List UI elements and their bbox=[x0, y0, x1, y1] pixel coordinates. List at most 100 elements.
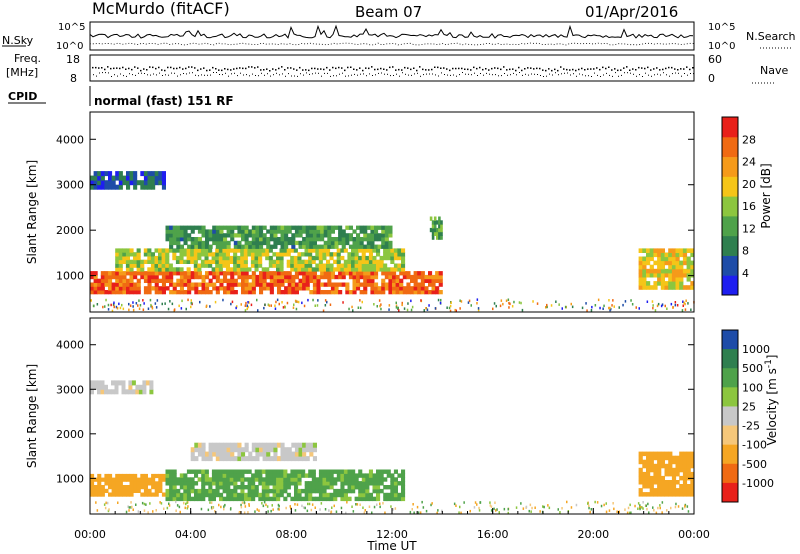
data-cell bbox=[302, 456, 307, 462]
data-cell bbox=[365, 473, 370, 478]
data-cell bbox=[154, 271, 159, 276]
data-cell bbox=[273, 274, 278, 280]
scatter-cell bbox=[316, 304, 319, 307]
scatter-cell bbox=[210, 501, 213, 504]
data-cell bbox=[679, 459, 684, 465]
data-cell bbox=[126, 271, 131, 276]
freq-point bbox=[251, 66, 253, 68]
data-cell bbox=[200, 259, 205, 264]
scatter-cell bbox=[603, 503, 605, 507]
data-cell bbox=[169, 469, 174, 474]
scatter-cell bbox=[395, 304, 398, 308]
data-cell bbox=[233, 492, 238, 498]
scatter-cell bbox=[207, 508, 210, 512]
scatter-cell bbox=[477, 307, 480, 310]
data-cell bbox=[143, 274, 148, 280]
scatter-cell bbox=[132, 301, 134, 304]
data-cell bbox=[233, 481, 238, 486]
scatter-cell bbox=[113, 301, 115, 304]
freq-point bbox=[359, 67, 361, 69]
data-cell bbox=[690, 285, 695, 290]
data-cell bbox=[386, 248, 391, 253]
data-cell bbox=[265, 248, 270, 253]
data-cell bbox=[361, 488, 366, 494]
data-cell bbox=[363, 229, 368, 234]
data-cell bbox=[251, 282, 256, 287]
scatter-cell bbox=[529, 503, 532, 507]
data-cell bbox=[679, 252, 684, 258]
data-cell bbox=[384, 225, 389, 230]
data-cell bbox=[104, 477, 109, 482]
data-cell bbox=[365, 477, 370, 482]
data-cell bbox=[334, 240, 339, 246]
data-cell bbox=[660, 252, 665, 258]
data-cell bbox=[374, 274, 379, 280]
freq-point bbox=[95, 66, 97, 69]
data-cell bbox=[266, 271, 271, 276]
data-cell bbox=[269, 229, 274, 234]
data-cell bbox=[686, 455, 691, 461]
data-cell bbox=[212, 229, 217, 234]
data-cell bbox=[269, 481, 274, 486]
freq-panel-frame bbox=[89, 54, 695, 82]
freq-point bbox=[455, 67, 457, 70]
data-cell bbox=[638, 492, 643, 497]
scatter-cell bbox=[434, 307, 437, 310]
data-cell bbox=[90, 290, 95, 295]
data-cell bbox=[204, 469, 209, 474]
noise-tick-right-bottom: 10^0 bbox=[708, 41, 735, 52]
scatter-cell bbox=[380, 303, 382, 306]
data-cell bbox=[133, 171, 138, 177]
data-cell bbox=[368, 473, 373, 478]
nave-point bbox=[555, 72, 556, 74]
nave-point bbox=[132, 74, 133, 76]
data-cell bbox=[390, 267, 395, 272]
nave-point bbox=[528, 74, 529, 76]
data-cell bbox=[675, 480, 680, 485]
data-cell bbox=[208, 248, 213, 253]
freq-point bbox=[236, 67, 238, 70]
data-cell bbox=[283, 496, 288, 502]
data-cell bbox=[374, 225, 379, 230]
data-cell bbox=[638, 281, 643, 286]
freq-point bbox=[494, 67, 496, 69]
data-cell bbox=[283, 248, 288, 253]
data-cell bbox=[129, 477, 134, 482]
data-cell bbox=[97, 171, 102, 177]
data-cell bbox=[381, 286, 386, 291]
data-cell bbox=[212, 447, 217, 453]
data-cell bbox=[649, 467, 654, 473]
data-cell bbox=[104, 271, 109, 276]
nave-point bbox=[306, 72, 307, 74]
nave-point bbox=[594, 72, 595, 74]
data-cell bbox=[147, 274, 152, 280]
data-cell bbox=[200, 248, 205, 253]
data-cell bbox=[250, 248, 255, 253]
nave-point bbox=[228, 75, 229, 77]
data-cell bbox=[244, 290, 249, 295]
data-cell bbox=[262, 237, 267, 242]
data-cell bbox=[671, 488, 677, 493]
data-cell bbox=[229, 469, 234, 474]
data-cell bbox=[201, 274, 206, 280]
data-cell bbox=[197, 240, 202, 246]
data-cell bbox=[233, 282, 238, 287]
data-cell bbox=[305, 282, 310, 287]
data-cell bbox=[111, 274, 116, 280]
data-cell bbox=[308, 252, 313, 257]
colorbar-tick-label: 100 bbox=[742, 381, 763, 394]
freq-point bbox=[365, 67, 367, 69]
scatter-cell bbox=[460, 511, 462, 515]
data-cell bbox=[151, 278, 156, 283]
data-cell bbox=[429, 227, 433, 233]
data-cell bbox=[393, 263, 398, 268]
data-cell bbox=[136, 252, 141, 257]
nave-point bbox=[210, 74, 211, 76]
data-cell bbox=[133, 477, 138, 482]
scatter-cell bbox=[183, 501, 185, 505]
scatter-cell bbox=[245, 301, 247, 305]
data-cell bbox=[334, 237, 339, 242]
data-cell bbox=[248, 244, 253, 249]
data-cell bbox=[675, 467, 680, 473]
freq-point bbox=[617, 69, 619, 72]
